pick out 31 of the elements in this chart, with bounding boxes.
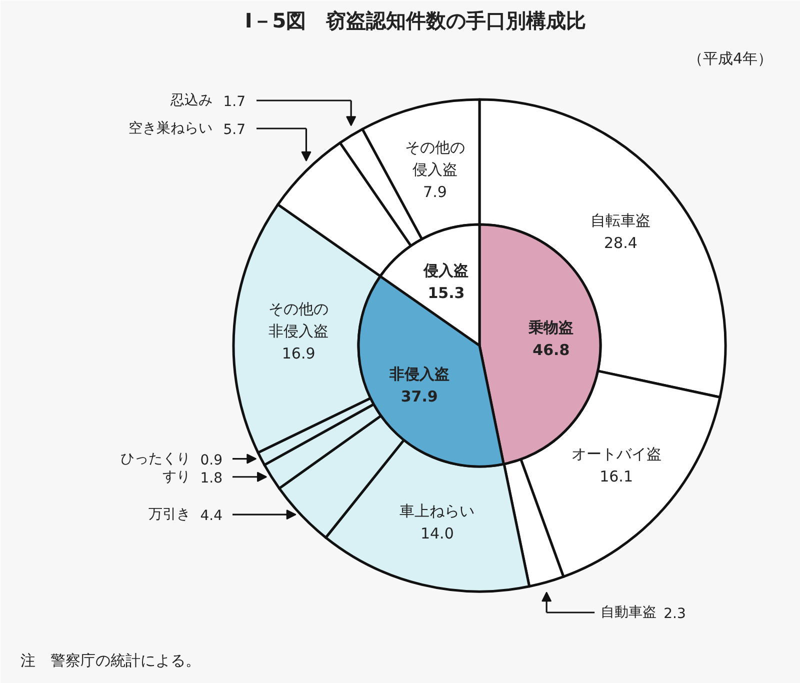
slice-label: ひったくり: [120, 450, 190, 467]
data-label: 2.3: [664, 606, 686, 622]
data-label: 14.0: [420, 524, 454, 542]
slice-label: 車上ねらい: [400, 502, 475, 520]
slice-label: その他の非侵入盗: [268, 300, 329, 340]
text: 注 警察庁の統計による。: [20, 652, 200, 670]
data-label: 1.7: [223, 94, 246, 110]
slice-label: 自動車盗: [600, 604, 657, 620]
slice-label: オートバイ盗: [571, 444, 662, 463]
slice-label: 乗物盗: [528, 318, 574, 336]
data-label: 28.4: [604, 234, 638, 252]
slice-label: 自転車盗: [590, 211, 651, 230]
data-label: 16.1: [600, 467, 633, 486]
slice-label: すり: [162, 468, 190, 485]
data-label: 37.9: [400, 388, 438, 406]
data-label: 16.9: [282, 344, 316, 362]
slice-label: 非侵入盗: [388, 365, 450, 384]
chart-subtitle: （平成4年）: [688, 50, 773, 68]
slice-label: 空き巣ねらい: [128, 120, 212, 136]
slice-label: その他の侵入盗: [404, 138, 465, 179]
data-label: 5.7: [223, 122, 246, 138]
slice-label: 侵入盗: [422, 262, 469, 280]
data-label: 7.9: [423, 183, 447, 202]
data-label: 4.4: [200, 508, 223, 524]
slice-label: 忍込み: [170, 92, 212, 108]
chart-title: Ⅰ－5図 窃盗認知件数の手口別構成比: [244, 8, 586, 32]
data-label: 0.9: [200, 452, 222, 468]
data-label: 15.3: [428, 284, 465, 302]
data-label: 46.8: [532, 340, 570, 359]
slice-label: 万引き: [148, 506, 190, 523]
data-label: 1.8: [200, 470, 222, 486]
